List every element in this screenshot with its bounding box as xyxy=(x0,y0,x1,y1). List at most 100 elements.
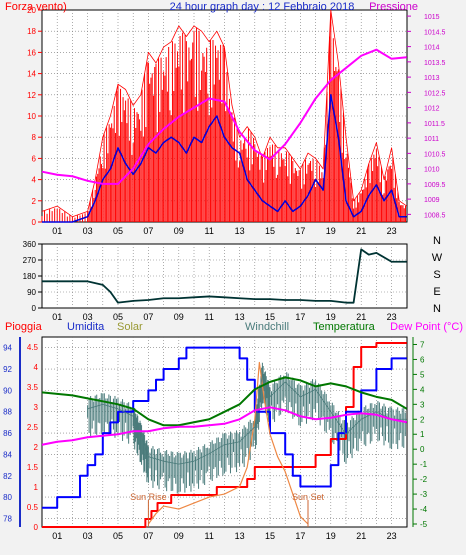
wind-x-tick-label: 03 xyxy=(83,226,93,236)
temp-y-tick-label: 4 xyxy=(420,385,425,394)
temp-y-tick-label: 6 xyxy=(420,355,425,364)
wind-x-tick-label: 07 xyxy=(143,226,153,236)
climate-x-tick-label: 03 xyxy=(83,531,93,541)
humidity-y-tick-label: 84 xyxy=(3,450,12,459)
rain-line xyxy=(42,342,407,528)
temp-y-tick-label: -2 xyxy=(420,475,428,484)
wind-x-tick-label: 05 xyxy=(113,226,123,236)
temp-y-tick-label: 1 xyxy=(420,430,425,439)
wind-x-tick-label: 09 xyxy=(174,226,184,236)
wind-x-tick-label: 13 xyxy=(235,226,245,236)
wind-y-tick-label: 18 xyxy=(27,27,36,36)
direction-y-tick-label: 270 xyxy=(23,256,37,265)
sun-annotation: Sun Set xyxy=(292,492,325,502)
temp-y-tick-label: -3 xyxy=(420,490,428,499)
rain-y-tick-label: 4 xyxy=(34,363,39,372)
direction-y-tick-label: 180 xyxy=(23,272,37,281)
wind-y-tick-label: 4 xyxy=(32,176,37,185)
wind-axis-title: Forza vento) xyxy=(5,1,67,13)
climate-x-tick-label: 01 xyxy=(52,531,62,541)
direction-x-tick-label: 07 xyxy=(143,312,153,322)
wind-x-tick-label: 11 xyxy=(205,226,214,236)
humidity-y-tick-label: 94 xyxy=(3,344,12,353)
pressure-y-tick-label: 1015 xyxy=(424,14,440,21)
wind-y-tick-label: 6 xyxy=(32,154,37,163)
dew-point-line xyxy=(41,406,407,446)
direction-x-tick-label: 19 xyxy=(326,312,336,322)
direction-y-tick-label: 90 xyxy=(27,288,36,297)
rain-y-tick-label: 3 xyxy=(34,403,39,412)
compass-label: N xyxy=(433,303,441,315)
wind-direction-line xyxy=(42,248,407,304)
climate-x-tick-label: 11 xyxy=(205,531,214,541)
climate-x-tick-label: 05 xyxy=(113,531,123,541)
wind-x-tick-label: 01 xyxy=(52,226,62,236)
rain-y-tick-label: 4.5 xyxy=(27,343,39,352)
rain-y-tick-label: 0.5 xyxy=(27,503,39,512)
direction-x-tick-label: 23 xyxy=(387,312,397,322)
pressure-y-tick-label: 1012.5 xyxy=(424,90,446,97)
pressure-y-tick-label: 1010.5 xyxy=(424,151,446,158)
humidity-y-tick-label: 82 xyxy=(3,472,12,481)
wind-x-tick-label: 17 xyxy=(295,226,305,236)
wind-y-tick-label: 2 xyxy=(32,197,37,206)
legend-entry: Umidita xyxy=(67,321,105,333)
wind-x-tick-label: 23 xyxy=(387,226,397,236)
climate-x-tick-label: 09 xyxy=(174,531,184,541)
wind-x-tick-label: 21 xyxy=(356,226,366,236)
wind-pressure-panel: Forza vento) 24 hour graph day : 12 Febbr… xyxy=(5,1,446,236)
rain-humidity-temperature-panel: Pioggia Umidita Solar Windchill Temperatura D… xyxy=(3,321,463,541)
temp-y-tick-label: 0 xyxy=(420,445,425,454)
direction-x-tick-label: 13 xyxy=(235,312,245,322)
temp-y-tick-label: 5 xyxy=(420,370,425,379)
climate-x-tick-label: 19 xyxy=(326,531,336,541)
pressure-y-tick-label: 1011.5 xyxy=(424,121,445,128)
humidity-y-tick-label: 90 xyxy=(3,386,12,395)
direction-x-tick-label: 15 xyxy=(265,312,275,322)
legend-entry: Temperatura xyxy=(313,321,376,333)
pressure-y-tick-label: 1009.5 xyxy=(424,182,446,189)
chart-title: 24 hour graph day : 12 Febbraio 2018 xyxy=(170,1,355,13)
pressure-line xyxy=(41,48,407,185)
legend-entry: Pioggia xyxy=(5,321,43,333)
wind-x-tick-label: 19 xyxy=(326,226,336,236)
wind-x-tick-label: 15 xyxy=(265,226,275,236)
compass-label: E xyxy=(433,286,440,298)
temp-y-tick-label: -4 xyxy=(420,505,428,514)
humidity-y-tick-label: 78 xyxy=(3,514,12,523)
pressure-y-tick-label: 1008.5 xyxy=(424,212,446,219)
climate-x-tick-label: 07 xyxy=(143,531,153,541)
direction-y-tick-label: 360 xyxy=(23,240,37,249)
humidity-y-tick-label: 80 xyxy=(3,493,12,502)
humidity-line xyxy=(42,346,407,509)
temp-y-tick-label: -1 xyxy=(420,460,428,469)
wind-y-tick-label: 14 xyxy=(27,70,36,79)
temp-y-tick-label: 2 xyxy=(420,415,425,424)
sun-annotation: Sun Rise xyxy=(130,492,167,502)
compass-label: N xyxy=(433,235,441,247)
temp-y-tick-label: 3 xyxy=(420,400,425,409)
climate-x-tick-label: 23 xyxy=(387,531,397,541)
wind-y-tick-label: 0 xyxy=(32,218,37,227)
wind-y-tick-label: 20 xyxy=(27,6,36,15)
pressure-y-tick-label: 1010 xyxy=(424,167,440,174)
compass-label: S xyxy=(433,269,440,281)
pressure-axis-title: Pressione xyxy=(369,1,418,13)
direction-x-tick-label: 21 xyxy=(356,312,366,322)
wind-y-tick-label: 10 xyxy=(27,112,36,121)
pressure-y-tick-label: 1011 xyxy=(424,136,439,143)
pressure-y-tick-label: 1013 xyxy=(424,75,440,82)
rain-y-tick-label: 0 xyxy=(34,523,39,532)
climate-x-tick-label: 15 xyxy=(265,531,275,541)
direction-y-tick-label: 0 xyxy=(32,304,37,313)
wind-y-tick-label: 12 xyxy=(27,91,36,100)
climate-x-tick-label: 17 xyxy=(295,531,305,541)
legend-entry: Windchill xyxy=(245,321,289,333)
direction-x-tick-label: 09 xyxy=(174,312,184,322)
direction-x-tick-label: 17 xyxy=(295,312,305,322)
rain-y-tick-label: 2 xyxy=(34,443,39,452)
compass-label: W xyxy=(432,252,443,264)
